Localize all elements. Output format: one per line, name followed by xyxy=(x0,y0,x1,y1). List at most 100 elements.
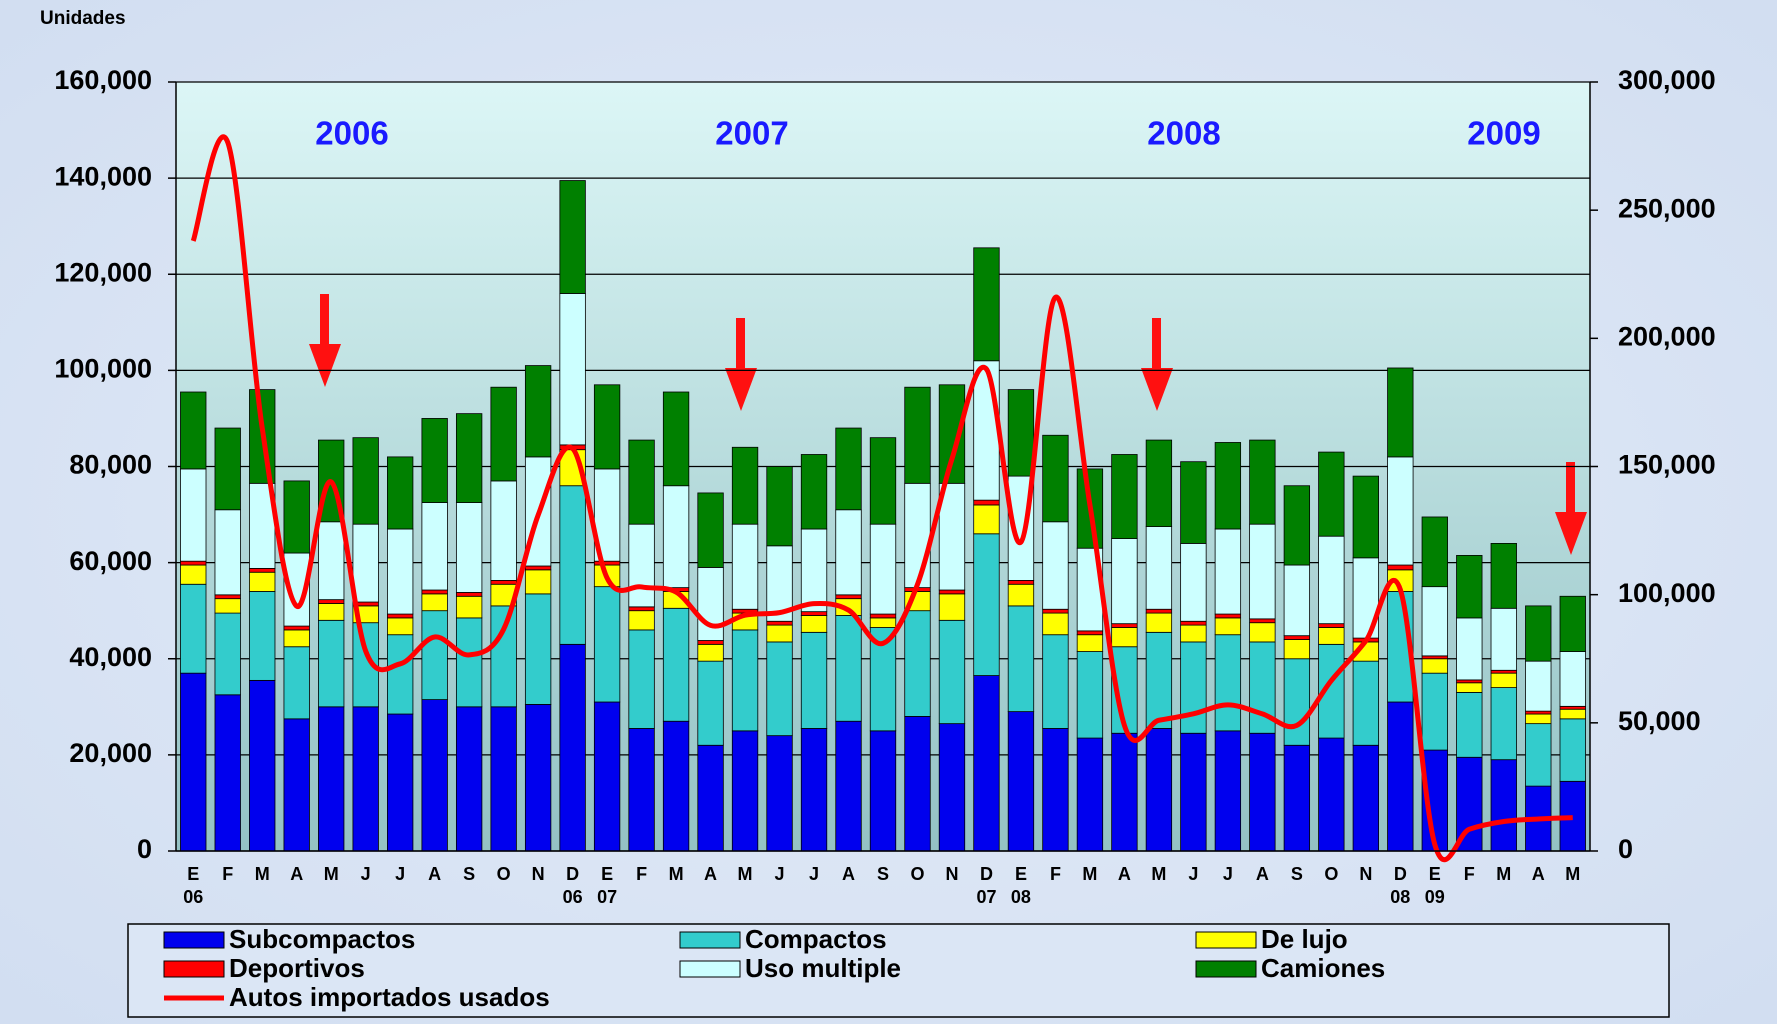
bar-segment xyxy=(1042,728,1069,852)
bar-segment xyxy=(1180,461,1207,544)
legend-label: Camiones xyxy=(1261,953,1385,983)
bar-segment xyxy=(1421,516,1448,588)
bar-segment xyxy=(662,607,690,722)
y-tick-label: 140,000 xyxy=(54,161,152,191)
bar-segment xyxy=(697,567,724,641)
bar-segment xyxy=(387,456,414,530)
bar-segment xyxy=(973,360,1000,501)
x-tick-label: N xyxy=(1359,864,1372,884)
y2-tick-label: 100,000 xyxy=(1618,578,1716,608)
bar-segment xyxy=(1145,612,1173,633)
bar-segment xyxy=(455,617,483,708)
bar-segment xyxy=(1249,439,1276,525)
legend-label: Deportivos xyxy=(229,953,365,983)
y2-tick-label: 50,000 xyxy=(1618,706,1701,736)
bar-segment xyxy=(180,560,207,566)
bar-segment xyxy=(524,593,552,705)
x-tick-label: E xyxy=(1429,864,1441,884)
x-tick-label: F xyxy=(1050,864,1061,884)
bar-segment xyxy=(904,482,931,589)
bar-segment xyxy=(1042,634,1069,729)
x-tick-label: J xyxy=(361,864,371,884)
bar-segment xyxy=(1076,737,1104,852)
x-tick-label: F xyxy=(222,864,233,884)
bar-segment xyxy=(524,565,552,571)
bar-segment xyxy=(283,629,310,648)
y-tick-label: 160,000 xyxy=(54,65,152,95)
bar-segment xyxy=(835,594,862,600)
bar-segment xyxy=(869,613,897,619)
bar-segment xyxy=(1352,744,1379,852)
x-tick-label: S xyxy=(463,864,475,884)
bar-segment xyxy=(490,605,517,708)
bar-segment xyxy=(352,523,379,603)
x-tick-label: A xyxy=(1118,864,1131,884)
bar-segment xyxy=(1456,617,1483,681)
bar-segment xyxy=(1525,605,1552,662)
x-tick-label: J xyxy=(1188,864,1198,884)
bar-segment xyxy=(455,413,483,503)
bar-segment xyxy=(1525,710,1552,715)
bar-segment xyxy=(455,595,483,619)
bar-segment xyxy=(1180,732,1207,852)
bar-segment xyxy=(697,643,724,662)
bar-segment xyxy=(628,728,655,852)
bar-segment xyxy=(662,720,690,852)
bar-segment xyxy=(1456,691,1483,758)
bar-segment xyxy=(1490,672,1517,688)
bar-segment xyxy=(973,533,1000,676)
x-tick-label: E xyxy=(601,864,613,884)
bar-segment xyxy=(869,730,897,852)
x-tick-label: J xyxy=(395,864,405,884)
y-tick-label: 20,000 xyxy=(69,738,152,768)
x-tick-label: F xyxy=(636,864,647,884)
bar-segment xyxy=(1042,612,1069,636)
bar-segment xyxy=(628,439,655,525)
bar-segment xyxy=(1525,723,1552,787)
bar-segment xyxy=(800,611,828,616)
bar-segment xyxy=(1559,651,1586,707)
bar-segment xyxy=(524,365,552,458)
bar-segment xyxy=(869,617,897,628)
bar-segment xyxy=(904,386,931,484)
bar-segment xyxy=(352,437,379,525)
bar-segment xyxy=(559,643,586,852)
bar-segment xyxy=(1145,608,1173,614)
bar-segment xyxy=(387,713,414,852)
y-tick-label: 0 xyxy=(137,834,152,864)
bar-segment xyxy=(180,468,207,562)
bar-segment xyxy=(1559,705,1586,710)
y-tick-label: 60,000 xyxy=(69,546,152,576)
bar-segment xyxy=(214,598,241,614)
year-annotation: 2009 xyxy=(1467,115,1540,152)
arrows xyxy=(309,294,1587,555)
bar-segment xyxy=(662,485,690,589)
x-tick-label: D xyxy=(566,864,579,884)
bar-segment xyxy=(249,591,276,681)
bar-segment xyxy=(1214,528,1242,615)
bar-segment xyxy=(524,569,552,595)
y2-tick-label: 0 xyxy=(1618,834,1633,864)
x-tick-label: M xyxy=(1151,864,1166,884)
bar-segment xyxy=(387,617,414,636)
bar-segment xyxy=(593,701,621,852)
bar-segment xyxy=(1490,543,1517,609)
bar-segment xyxy=(283,718,310,852)
bar-segment xyxy=(628,606,655,612)
x-tick-label: A xyxy=(1256,864,1269,884)
x-tick-label: M xyxy=(324,864,339,884)
bar-segment xyxy=(318,599,345,604)
bar-segment xyxy=(387,528,414,615)
x-tick-sublabel: 08 xyxy=(1011,887,1031,907)
y-tick-label: 100,000 xyxy=(54,354,152,384)
bar-segment xyxy=(1421,586,1448,657)
bar-segment xyxy=(1318,535,1345,625)
y-axis-label: Unidades xyxy=(40,8,126,29)
bar-segment xyxy=(1490,759,1517,852)
bar-segment xyxy=(318,706,345,852)
year-annotation: 2006 xyxy=(315,115,388,152)
x-tick-label: F xyxy=(1464,864,1475,884)
bar-segment xyxy=(1421,658,1448,674)
bar-segment xyxy=(731,629,759,732)
bar-segment xyxy=(938,589,966,595)
